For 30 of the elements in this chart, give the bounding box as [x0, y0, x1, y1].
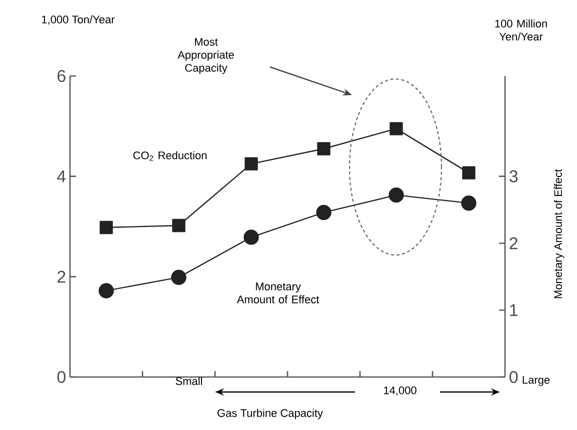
text: Most Appropriate Capacity: [178, 38, 234, 74]
point: [461, 195, 476, 211]
text: 100 Million Yen/Year: [495, 19, 547, 41]
point: [172, 218, 186, 232]
y2-axis-title: Monetary Amount of Effect: [554, 169, 564, 298]
point: [98, 283, 114, 298]
point: [244, 157, 258, 170]
point: [462, 166, 476, 180]
point: [317, 142, 330, 156]
text: 14,000: [384, 386, 416, 396]
annotation: Small: [176, 376, 202, 386]
text: Large: [522, 376, 550, 386]
y-tick-label: 0: [57, 370, 66, 384]
y2-tick-label: 3: [510, 170, 518, 182]
y-tick-label: 2: [58, 270, 66, 283]
y-axis-title: 1,000 Ton/Year: [42, 15, 115, 25]
x-axis-title: Gas Turbine Capacity: [218, 408, 323, 420]
y2-tick-label: 1: [510, 304, 518, 316]
point: [100, 220, 113, 234]
point: [244, 230, 259, 245]
y-tick-label: 4: [57, 170, 66, 182]
point: [390, 122, 403, 136]
text: CO$_{2}$ Reduction: [133, 151, 207, 161]
y-tick-label: 6: [58, 70, 66, 82]
text: Monetary Amount of Effect: [236, 282, 320, 304]
y2-tick-label: 2: [510, 237, 518, 250]
point: [171, 270, 186, 285]
y2-tick-label: 0: [510, 370, 518, 384]
point: [388, 187, 404, 203]
point: [316, 204, 332, 220]
